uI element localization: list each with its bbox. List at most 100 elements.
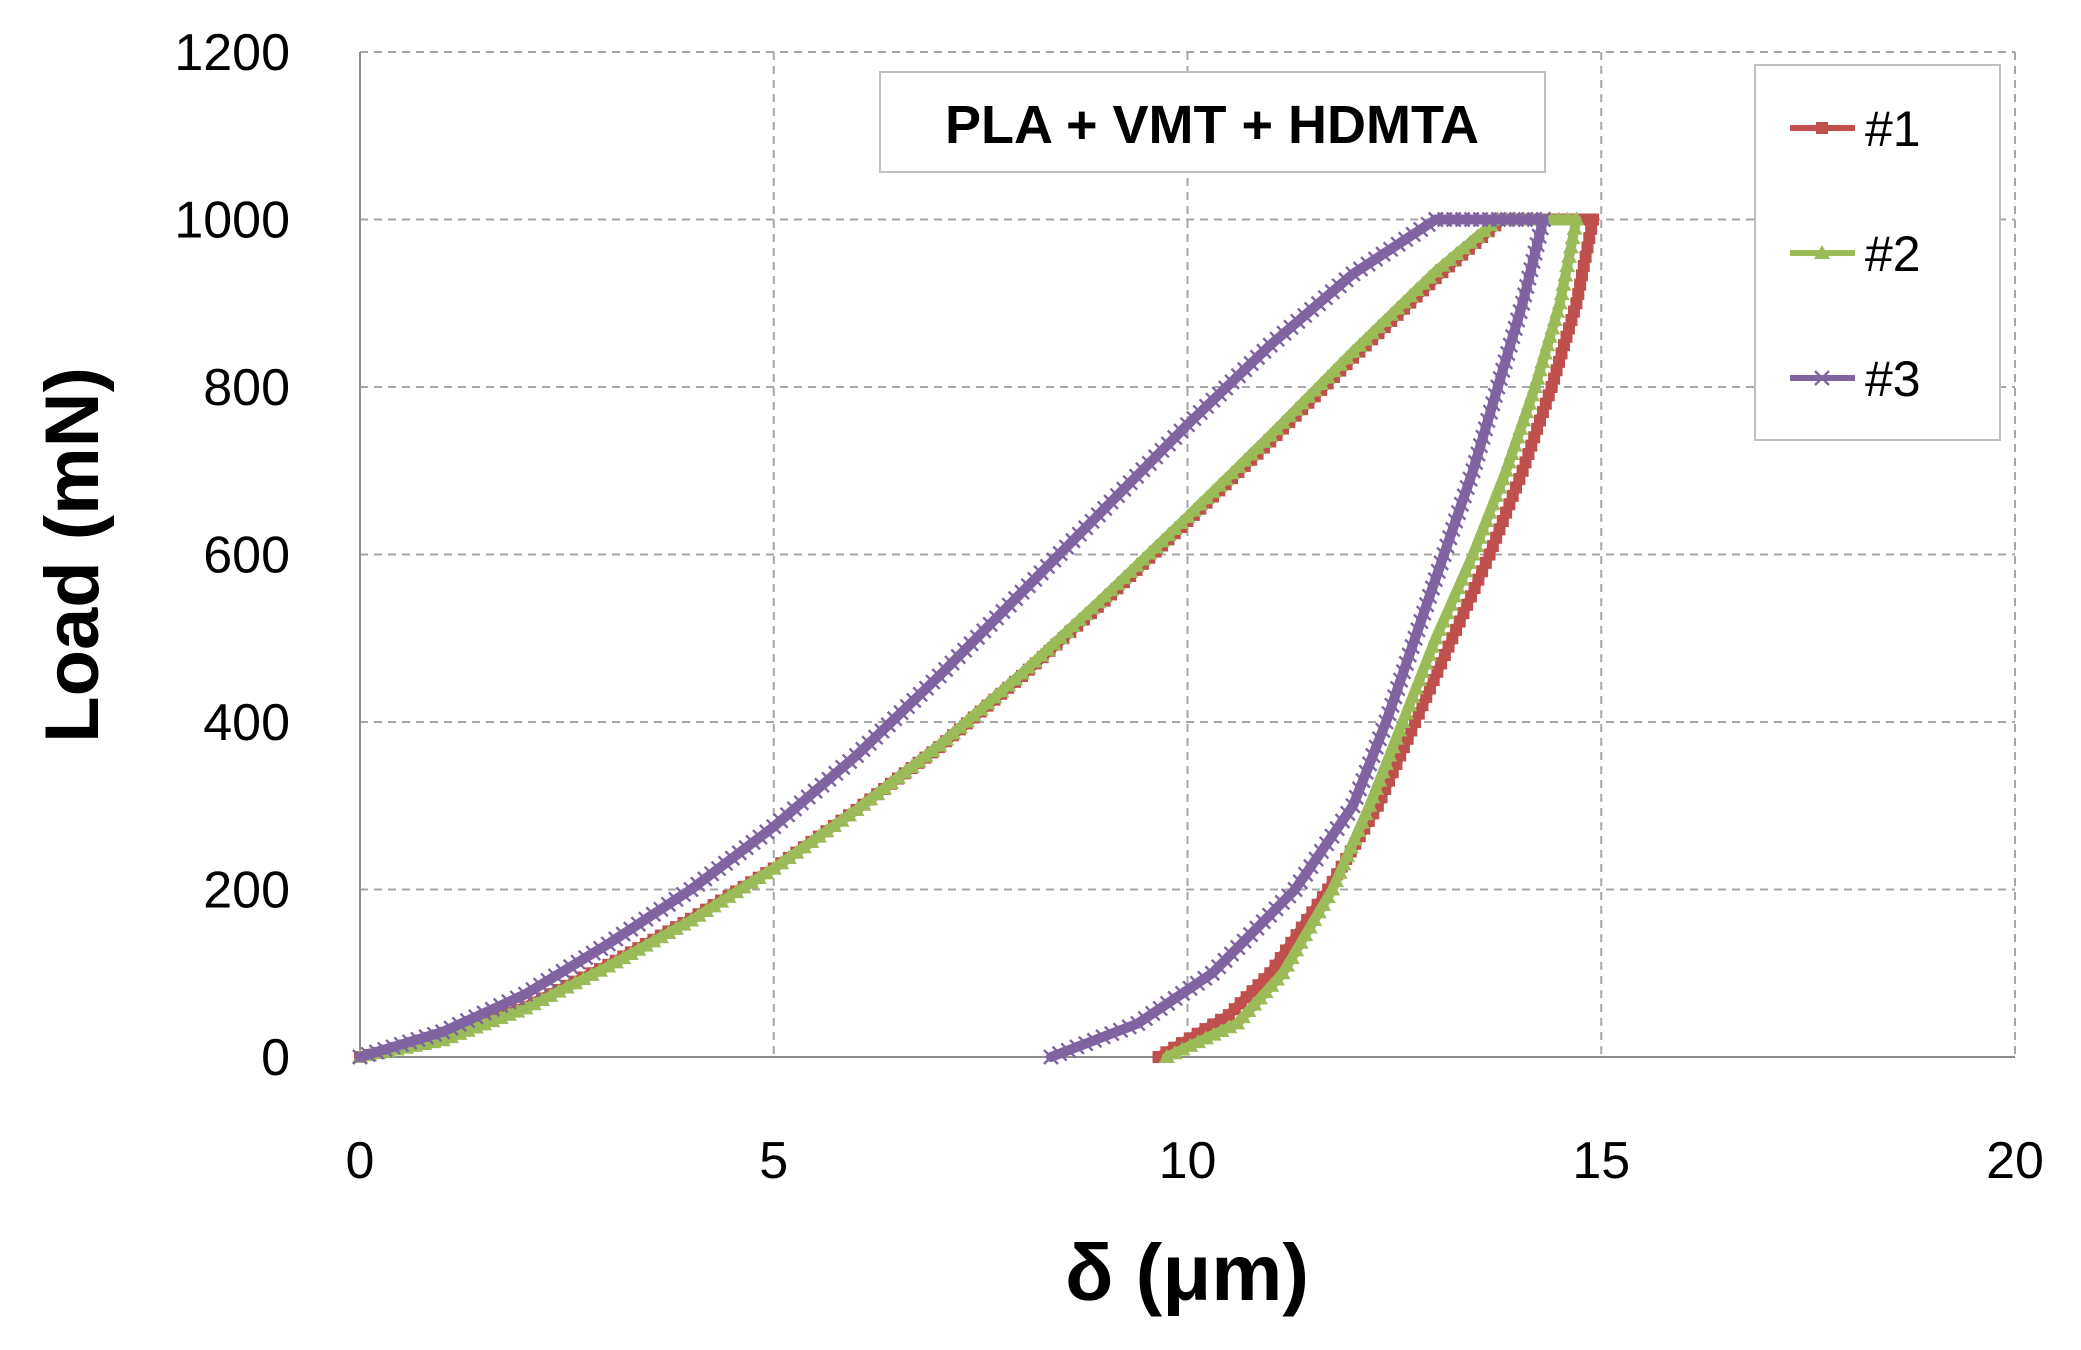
data-point-marker [788,844,805,859]
data-point-marker [1324,828,1340,845]
data-point-marker [1413,613,1429,630]
data-point-marker [1557,267,1574,282]
data-point-marker [585,945,602,961]
data-point-marker [1144,1005,1161,1022]
data-point-marker [675,886,692,903]
data-point-marker [1398,655,1415,672]
data-point-marker [1358,764,1375,781]
data-point-marker [1575,269,1588,282]
data-point-marker [743,874,760,889]
data-point-marker [600,958,617,973]
y-axis-title: Load (mN) [30,367,115,743]
data-point-marker [1465,462,1481,479]
data-point-marker [525,981,541,998]
data-point-marker [583,966,600,981]
data-point-marker [1060,1042,1077,1059]
data-point-marker [1410,622,1426,638]
data-point-marker [1418,596,1435,613]
data-point-marker [550,983,567,998]
data-point-marker [1559,258,1576,273]
data-point-marker [1462,471,1478,487]
data-point-marker [451,1016,468,1033]
legend-label: #1 [1865,101,1921,157]
data-point-marker [1553,285,1570,300]
data-point-marker [540,972,556,989]
legend-label: #3 [1865,351,1921,407]
data-point-marker [615,926,632,942]
data-point-marker [1355,772,1371,789]
data-point-marker [1561,248,1578,263]
x-tick-label: 20 [1986,1132,2044,1190]
data-point-marker [591,962,608,977]
data-point-marker [1430,563,1447,580]
data-point-marker [810,828,827,843]
data-point-marker [525,996,542,1011]
y-tick-label: 0 [261,1029,290,1087]
series-markers-unloading [1158,211,1585,1063]
legend-entries: #1 #2 #3 [1790,101,1921,407]
data-point-marker [607,954,624,969]
data-point-marker [1174,985,1191,1002]
data-point-marker [542,987,559,1002]
data-point-marker [1367,251,1384,267]
data-point-marker [1433,555,1449,571]
x-tick-label: 15 [1572,1132,1630,1190]
data-point-marker [1360,256,1376,272]
data-point-marker [698,903,715,918]
data-point-marker [690,907,707,922]
data-point-marker [1371,730,1388,747]
data-point-marker [1555,276,1572,291]
series-markers-loading [352,211,1506,1063]
legend-entry-1: #1 [1790,101,1921,157]
legend-marker-swatch [1814,370,1830,386]
data-point-marker [638,911,654,928]
data-point-marker [630,916,647,932]
data-point-marker [1130,1015,1146,1032]
data-point-marker [1459,479,1476,496]
data-point-marker [713,893,730,908]
data-point-marker [1401,647,1418,663]
y-tick-label: 200 [203,862,290,920]
data-point-marker [1581,241,1594,254]
data-point-marker [443,1020,459,1036]
data-point-marker [1390,236,1406,253]
data-point-marker [1334,813,1351,829]
data-point-marker [675,916,692,931]
y-tick-label: 400 [203,694,290,752]
data-point-marker [1450,504,1467,521]
y-tick-label: 800 [203,359,290,417]
data-point-marker [1447,513,1464,529]
data-point-marker [1585,222,1598,235]
series-2 [352,211,1585,1063]
data-point-marker [476,1005,492,1021]
data-point-marker [1568,211,1585,226]
data-point-marker [780,849,797,864]
data-point-marker [1424,580,1441,596]
data-point-marker [1444,521,1461,538]
data-point-marker [592,940,609,957]
data-point-marker [1397,231,1414,248]
data-point-marker [818,823,835,838]
data-point-marker [1415,605,1432,621]
data-point-marker [1421,588,1438,605]
data-point-marker [434,1024,451,1040]
data-point-marker [1313,843,1330,860]
data-point-marker [1532,362,1549,377]
data-point-marker [558,979,575,994]
data-point-marker [750,870,767,885]
data-point-marker [1384,697,1400,714]
data-point-marker [660,896,677,913]
legend-marker-swatch [1816,122,1828,134]
y-tick-label: 1200 [174,24,290,82]
data-point-marker [1329,820,1346,837]
chart-title-frame [879,71,1546,173]
data-point-marker [1546,312,1563,326]
data-point-marker [652,929,669,944]
data-point-marker [1583,232,1596,245]
data-point-marker [1536,345,1553,360]
data-point-marker [765,860,782,875]
data-point-marker [630,941,647,956]
data-point-marker [1386,689,1403,705]
